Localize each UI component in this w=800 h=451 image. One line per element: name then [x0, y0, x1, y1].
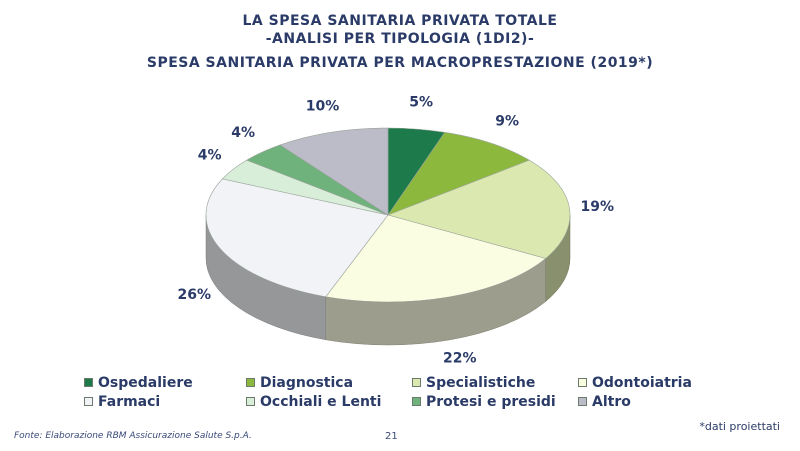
pie-top-layer [205, 127, 571, 303]
pie-slice-odontoiatria [325, 214, 547, 303]
legend-label-occhiali-e-lenti: Occhiali e Lenti [260, 393, 382, 410]
page-title-part-2: -ANALISI PER TIPOLOGIA (1DI2)- [265, 31, 535, 47]
source-note: Fonte: Elaborazione RBM Assicurazione Sa… [14, 431, 252, 441]
legend-label-specialistiche: Specialistiche [426, 374, 536, 391]
legend-swatch-ospedaliere [84, 378, 93, 387]
legend-item-specialistiche: Specialistiche [412, 373, 578, 392]
pie-slice-altro [279, 127, 389, 216]
legend-swatch-specialistiche [412, 378, 421, 387]
legend-swatch-altro [578, 397, 587, 406]
data-label-specialistiche: 19% [581, 199, 615, 215]
data-label-ospedaliere: 5% [409, 94, 433, 110]
legend-swatch-odontoiatria [578, 378, 587, 387]
legend-swatch-protesi-e-presidi [412, 397, 421, 406]
legend-swatch-diagnostica [246, 378, 255, 387]
legend-label-diagnostica: Diagnostica [260, 374, 354, 391]
pie-slice-specialistiche [387, 159, 571, 259]
data-label-occhiali-e-lenti: 4% [198, 147, 222, 163]
pie-depth-layer [205, 214, 571, 346]
legend-swatch-occhiali-e-lenti [246, 397, 255, 406]
chart-subtitle: SPESA SANITARIA PRIVATA PER MACROPRESTAZ… [146, 55, 654, 71]
legend-item-protesi-e-presidi: Protesi e presidi [412, 392, 578, 411]
page-title: LA SPESA SANITARIA PRIVATA TOTALE [242, 13, 558, 29]
legend-item-odontoiatria: Odontoiatria [578, 373, 724, 392]
legend-item-diagnostica: Diagnostica [246, 373, 412, 392]
legend-item-farmaci: Farmaci [84, 392, 246, 411]
legend-label-protesi-e-presidi: Protesi e presidi [426, 393, 556, 410]
data-label-diagnostica: 9% [495, 113, 519, 129]
projection-note: *dati proiettati [699, 420, 780, 433]
legend-label-ospedaliere: Ospedaliere [98, 374, 193, 391]
chart-legend: Ospedaliere Diagnostica Specialistiche Odon… [84, 373, 724, 411]
data-label-farmaci: 26% [178, 287, 212, 303]
legend-label-odontoiatria: Odontoiatria [592, 374, 692, 391]
page-number: 21 [385, 431, 398, 442]
legend-item-ospedaliere: Ospedaliere [84, 373, 246, 392]
title-block: LA SPESA SANITARIA PRIVATA TOTALE -ANALI… [0, 12, 800, 72]
pie-slice-farmaci [205, 178, 389, 298]
legend-swatch-farmaci [84, 397, 93, 406]
pie-slice-diagnostica [387, 132, 530, 216]
legend-label-farmaci: Farmaci [98, 393, 161, 410]
legend-item-occhiali-e-lenti: Occhiali e Lenti [246, 392, 412, 411]
legend-label-altro: Altro [592, 393, 631, 410]
pie-label-layer: 5% 9% 19% 22% 26% 4% 4% 10% [178, 94, 615, 366]
data-label-odontoiatria: 22% [443, 351, 477, 367]
legend-item-altro: Altro [578, 392, 724, 411]
data-label-altro: 10% [306, 99, 340, 115]
data-label-protesi-e-presidi: 4% [231, 125, 255, 141]
